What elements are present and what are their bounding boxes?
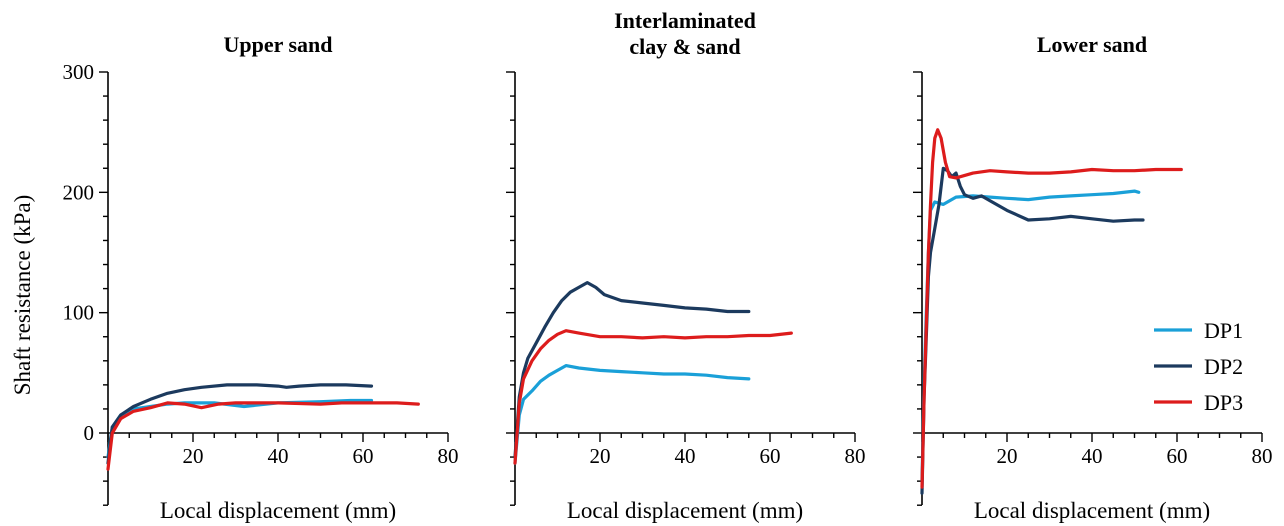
y-axis-label: Shaft resistance (kPa) xyxy=(10,195,35,396)
series-line-dp2 xyxy=(513,281,751,459)
x-axis-label: Local displacement (mm) xyxy=(160,498,396,523)
chart-panel-1: Upper sand 0 100 200 300 20 40 60 80 Local displa… xyxy=(63,32,459,523)
x-tick-label: 40 xyxy=(1082,444,1103,468)
chart-title: Lower sand xyxy=(1037,32,1147,57)
legend: DP1 DP2 DP3 xyxy=(1154,318,1243,415)
y-tick-label: 200 xyxy=(63,180,95,204)
x-tick-label: 40 xyxy=(268,444,289,468)
x-tick-label: 40 xyxy=(675,444,696,468)
series-line-dp3 xyxy=(920,128,1183,489)
x-tick-label: 80 xyxy=(438,444,459,468)
chart-panel-3: Lower sand 20 40 60 80 Local displacement (mm… xyxy=(913,32,1273,523)
chart-title: clay & sand xyxy=(629,34,740,59)
x-axis-label: Local displacement (mm) xyxy=(567,498,803,523)
chart-title: Upper sand xyxy=(223,32,332,57)
x-tick-label: 60 xyxy=(353,444,374,468)
series-line-dp2 xyxy=(106,383,374,465)
legend-label-dp3: DP3 xyxy=(1204,390,1243,415)
y-tick-label: 0 xyxy=(84,421,95,445)
x-tick-label: 60 xyxy=(760,444,781,468)
y-tick-label: 100 xyxy=(63,301,95,325)
legend-label-dp1: DP1 xyxy=(1204,318,1243,343)
x-tick-label: 80 xyxy=(845,444,866,468)
x-tick-label: 20 xyxy=(997,444,1018,468)
x-axis-label: Local displacement (mm) xyxy=(974,498,1210,523)
series-line-dp1 xyxy=(513,364,751,465)
series-line-dp3 xyxy=(106,401,420,471)
x-tick-label: 20 xyxy=(590,444,611,468)
series-line-dp1 xyxy=(920,189,1141,483)
chart-title: Interlaminated xyxy=(614,8,756,33)
x-tick-label: 60 xyxy=(1167,444,1188,468)
x-tick-label: 20 xyxy=(183,444,204,468)
series-line-dp2 xyxy=(920,166,1145,495)
legend-label-dp2: DP2 xyxy=(1204,354,1243,379)
y-tick-label: 300 xyxy=(63,60,95,84)
x-tick-label: 80 xyxy=(1252,444,1273,468)
series-line-dp3 xyxy=(513,329,793,465)
